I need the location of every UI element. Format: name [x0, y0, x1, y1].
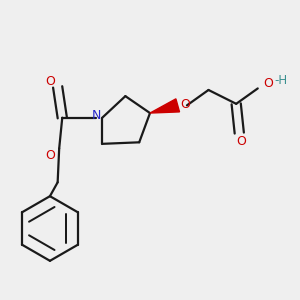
- Text: O: O: [45, 75, 55, 88]
- Polygon shape: [150, 99, 179, 113]
- Text: O: O: [236, 135, 246, 148]
- Text: O: O: [45, 149, 55, 162]
- Text: -H: -H: [275, 74, 288, 87]
- Text: O: O: [181, 98, 190, 111]
- Text: O: O: [263, 77, 273, 90]
- Text: N: N: [92, 109, 101, 122]
